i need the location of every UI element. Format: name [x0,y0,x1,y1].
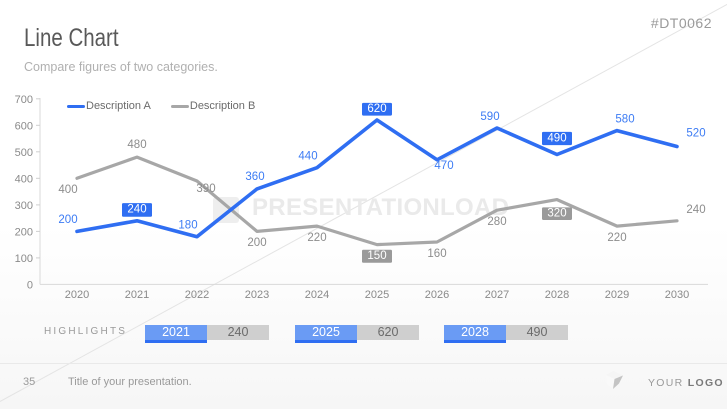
svg-text:200: 200 [247,237,266,249]
svg-text:2026: 2026 [425,289,449,301]
svg-text:150: 150 [367,250,386,262]
svg-text:490: 490 [547,132,566,144]
svg-text:580: 580 [615,114,634,126]
svg-text:2030: 2030 [665,289,689,301]
svg-text:360: 360 [245,171,264,183]
svg-text:180: 180 [178,220,197,232]
svg-text:160: 160 [427,248,446,260]
svg-text:2029: 2029 [605,289,629,301]
svg-text:220: 220 [307,232,326,244]
svg-text:240: 240 [686,204,705,216]
svg-text:400: 400 [15,173,33,185]
svg-text:590: 590 [480,111,499,123]
svg-text:220: 220 [607,232,626,244]
svg-text:2020: 2020 [65,289,89,301]
svg-text:400: 400 [58,184,77,196]
svg-text:700: 700 [15,94,33,106]
svg-text:600: 600 [15,120,33,132]
svg-text:2028: 2028 [545,289,569,301]
svg-text:390: 390 [196,183,215,195]
svg-text:620: 620 [367,103,386,115]
svg-text:2027: 2027 [485,289,509,301]
svg-text:0: 0 [27,279,33,291]
svg-text:300: 300 [15,200,33,212]
svg-text:470: 470 [434,160,453,172]
svg-text:100: 100 [15,253,33,265]
svg-text:2025: 2025 [365,289,389,301]
svg-text:480: 480 [127,139,146,151]
svg-text:280: 280 [487,216,506,228]
svg-text:320: 320 [547,208,566,220]
svg-text:2023: 2023 [245,289,269,301]
svg-text:2021: 2021 [125,289,149,301]
svg-text:200: 200 [15,226,33,238]
svg-text:240: 240 [127,204,146,216]
svg-text:440: 440 [298,151,317,163]
svg-text:500: 500 [15,147,33,159]
svg-text:2024: 2024 [305,289,329,301]
svg-text:2022: 2022 [185,289,209,301]
svg-text:520: 520 [686,128,705,140]
svg-text:200: 200 [58,214,77,226]
